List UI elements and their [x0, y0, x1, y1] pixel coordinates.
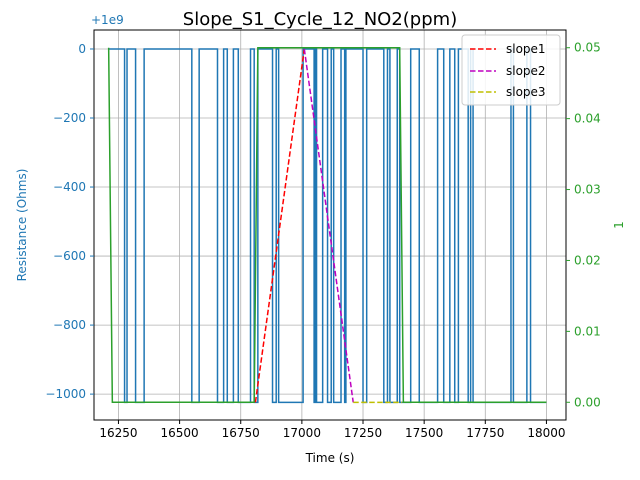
right-y-tick-label: 0.01	[574, 324, 601, 338]
legend-label-slope2: slope2	[506, 64, 546, 78]
legend: slope1 slope2 slope3	[461, 34, 561, 106]
right-y-axis-label: 1	[612, 221, 626, 229]
chart-title: Slope_S1_Cycle_12_NO2(ppm)	[183, 9, 457, 30]
axes: 16250 16500 16750 17000 17250 17500 17750 18000…	[45, 41, 600, 440]
x-tick-label: 16750	[222, 426, 260, 440]
x-tick-label: 16500	[161, 426, 199, 440]
left-y-tick-label: −800	[53, 318, 86, 332]
legend-label-slope3: slope3	[506, 85, 546, 99]
x-tick-label: 17750	[466, 426, 504, 440]
left-y-tick-label: −200	[53, 111, 86, 125]
series-line-concentration	[107, 46, 547, 404]
legend-box	[461, 34, 561, 106]
x-tick-label: 16250	[99, 426, 137, 440]
right-y-tick-label: 0.03	[574, 183, 601, 197]
x-tick-label: 18000	[527, 426, 565, 440]
plot-area	[107, 46, 547, 404]
x-axis-label: Time (s)	[305, 451, 355, 465]
series-line-slope1	[254, 48, 306, 403]
series-line-slope2	[303, 48, 354, 403]
left-axis-offset-label: +1e9	[91, 13, 124, 27]
x-tick-label: 17250	[344, 426, 382, 440]
left-y-tick-label: −400	[53, 180, 86, 194]
left-y-tick-label: −600	[53, 249, 86, 263]
left-y-axis-label: Resistance (Ohms)	[15, 169, 29, 282]
legend-label-slope1: slope1	[506, 42, 546, 56]
left-y-tick-label: 0	[78, 42, 86, 56]
x-tick-label: 17000	[283, 426, 321, 440]
x-tick-label: 17500	[405, 426, 443, 440]
right-y-tick-label: 0.05	[574, 41, 601, 55]
right-y-tick-label: 0.04	[574, 112, 601, 126]
right-y-tick-label: 0.02	[574, 253, 601, 267]
left-y-tick-label: −1000	[45, 387, 86, 401]
right-y-tick-label: 0.00	[574, 395, 601, 409]
plot-frame	[93, 29, 567, 421]
